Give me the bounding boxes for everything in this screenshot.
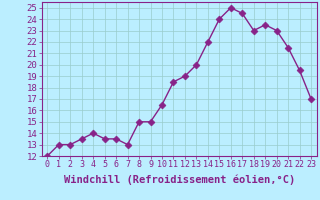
X-axis label: Windchill (Refroidissement éolien,°C): Windchill (Refroidissement éolien,°C)	[64, 175, 295, 185]
